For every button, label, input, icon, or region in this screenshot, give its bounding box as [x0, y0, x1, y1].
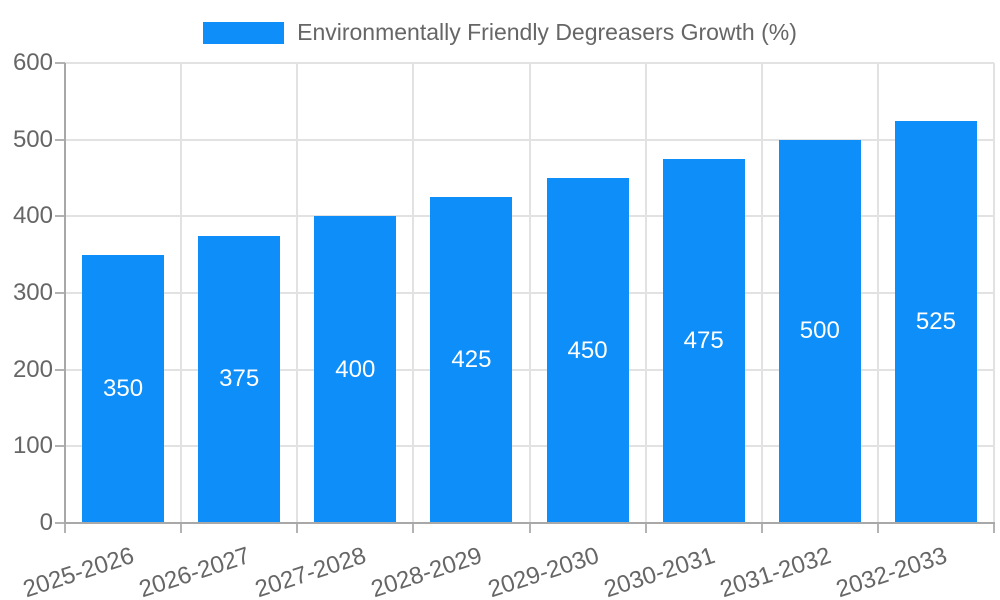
- gridline-vertical: [876, 63, 879, 523]
- gridline-vertical: [180, 63, 183, 523]
- bar: [198, 235, 281, 523]
- y-axis-line: [64, 63, 66, 524]
- legend-swatch: [203, 21, 285, 44]
- y-axis-tick-label: 200: [12, 355, 53, 383]
- legend[interactable]: Environmentally Friendly Degreasers Grow…: [0, 19, 1000, 46]
- y-axis-tick-label: 300: [12, 279, 53, 306]
- x-axis-tick: [760, 523, 763, 533]
- bar: [314, 216, 397, 523]
- y-axis-tick: [55, 445, 65, 448]
- bar-value-label: 475: [683, 326, 724, 354]
- x-axis-tick: [528, 523, 531, 533]
- y-axis-tick: [55, 138, 65, 141]
- x-axis-tick: [876, 523, 879, 533]
- gridline-vertical: [528, 63, 531, 523]
- bar-value-label: 425: [451, 346, 492, 374]
- gridline-vertical: [760, 63, 763, 523]
- bar: [546, 178, 629, 523]
- bar-value-label: 350: [103, 374, 144, 402]
- bar: [82, 254, 165, 523]
- y-axis-tick-label: 400: [12, 202, 53, 230]
- x-axis-tick: [180, 523, 183, 533]
- y-axis-tick-label: 600: [12, 49, 53, 76]
- x-axis-tick: [412, 523, 415, 533]
- y-axis-tick: [55, 522, 65, 524]
- gridline-vertical: [644, 63, 647, 523]
- x-axis-tick: [993, 523, 995, 533]
- y-axis-tick-label: 500: [12, 125, 53, 153]
- y-axis-tick: [55, 368, 65, 371]
- x-axis-tick: [64, 523, 66, 533]
- bar-value-label: 400: [335, 355, 376, 383]
- bar: [894, 120, 977, 523]
- legend-label: Environmentally Friendly Degreasers Grow…: [297, 19, 797, 45]
- bar-value-label: 450: [567, 336, 608, 364]
- x-axis-line: [64, 522, 995, 524]
- bar: [662, 158, 745, 523]
- y-axis-tick-label: 0: [39, 509, 53, 536]
- y-axis-tick-label: 100: [12, 432, 53, 460]
- gridline-vertical: [993, 63, 995, 523]
- bar: [430, 197, 513, 523]
- y-axis-tick: [55, 292, 65, 294]
- x-axis-tick: [644, 523, 647, 533]
- y-axis-tick: [55, 62, 65, 64]
- bar-value-label: 500: [799, 317, 840, 345]
- x-axis-tick: [296, 523, 299, 533]
- gridline-vertical: [296, 63, 299, 523]
- gridline-vertical: [412, 63, 415, 523]
- bar-value-label: 375: [219, 365, 260, 393]
- bar: [778, 139, 861, 523]
- bar-value-label: 525: [915, 307, 956, 335]
- y-axis-tick: [55, 215, 65, 218]
